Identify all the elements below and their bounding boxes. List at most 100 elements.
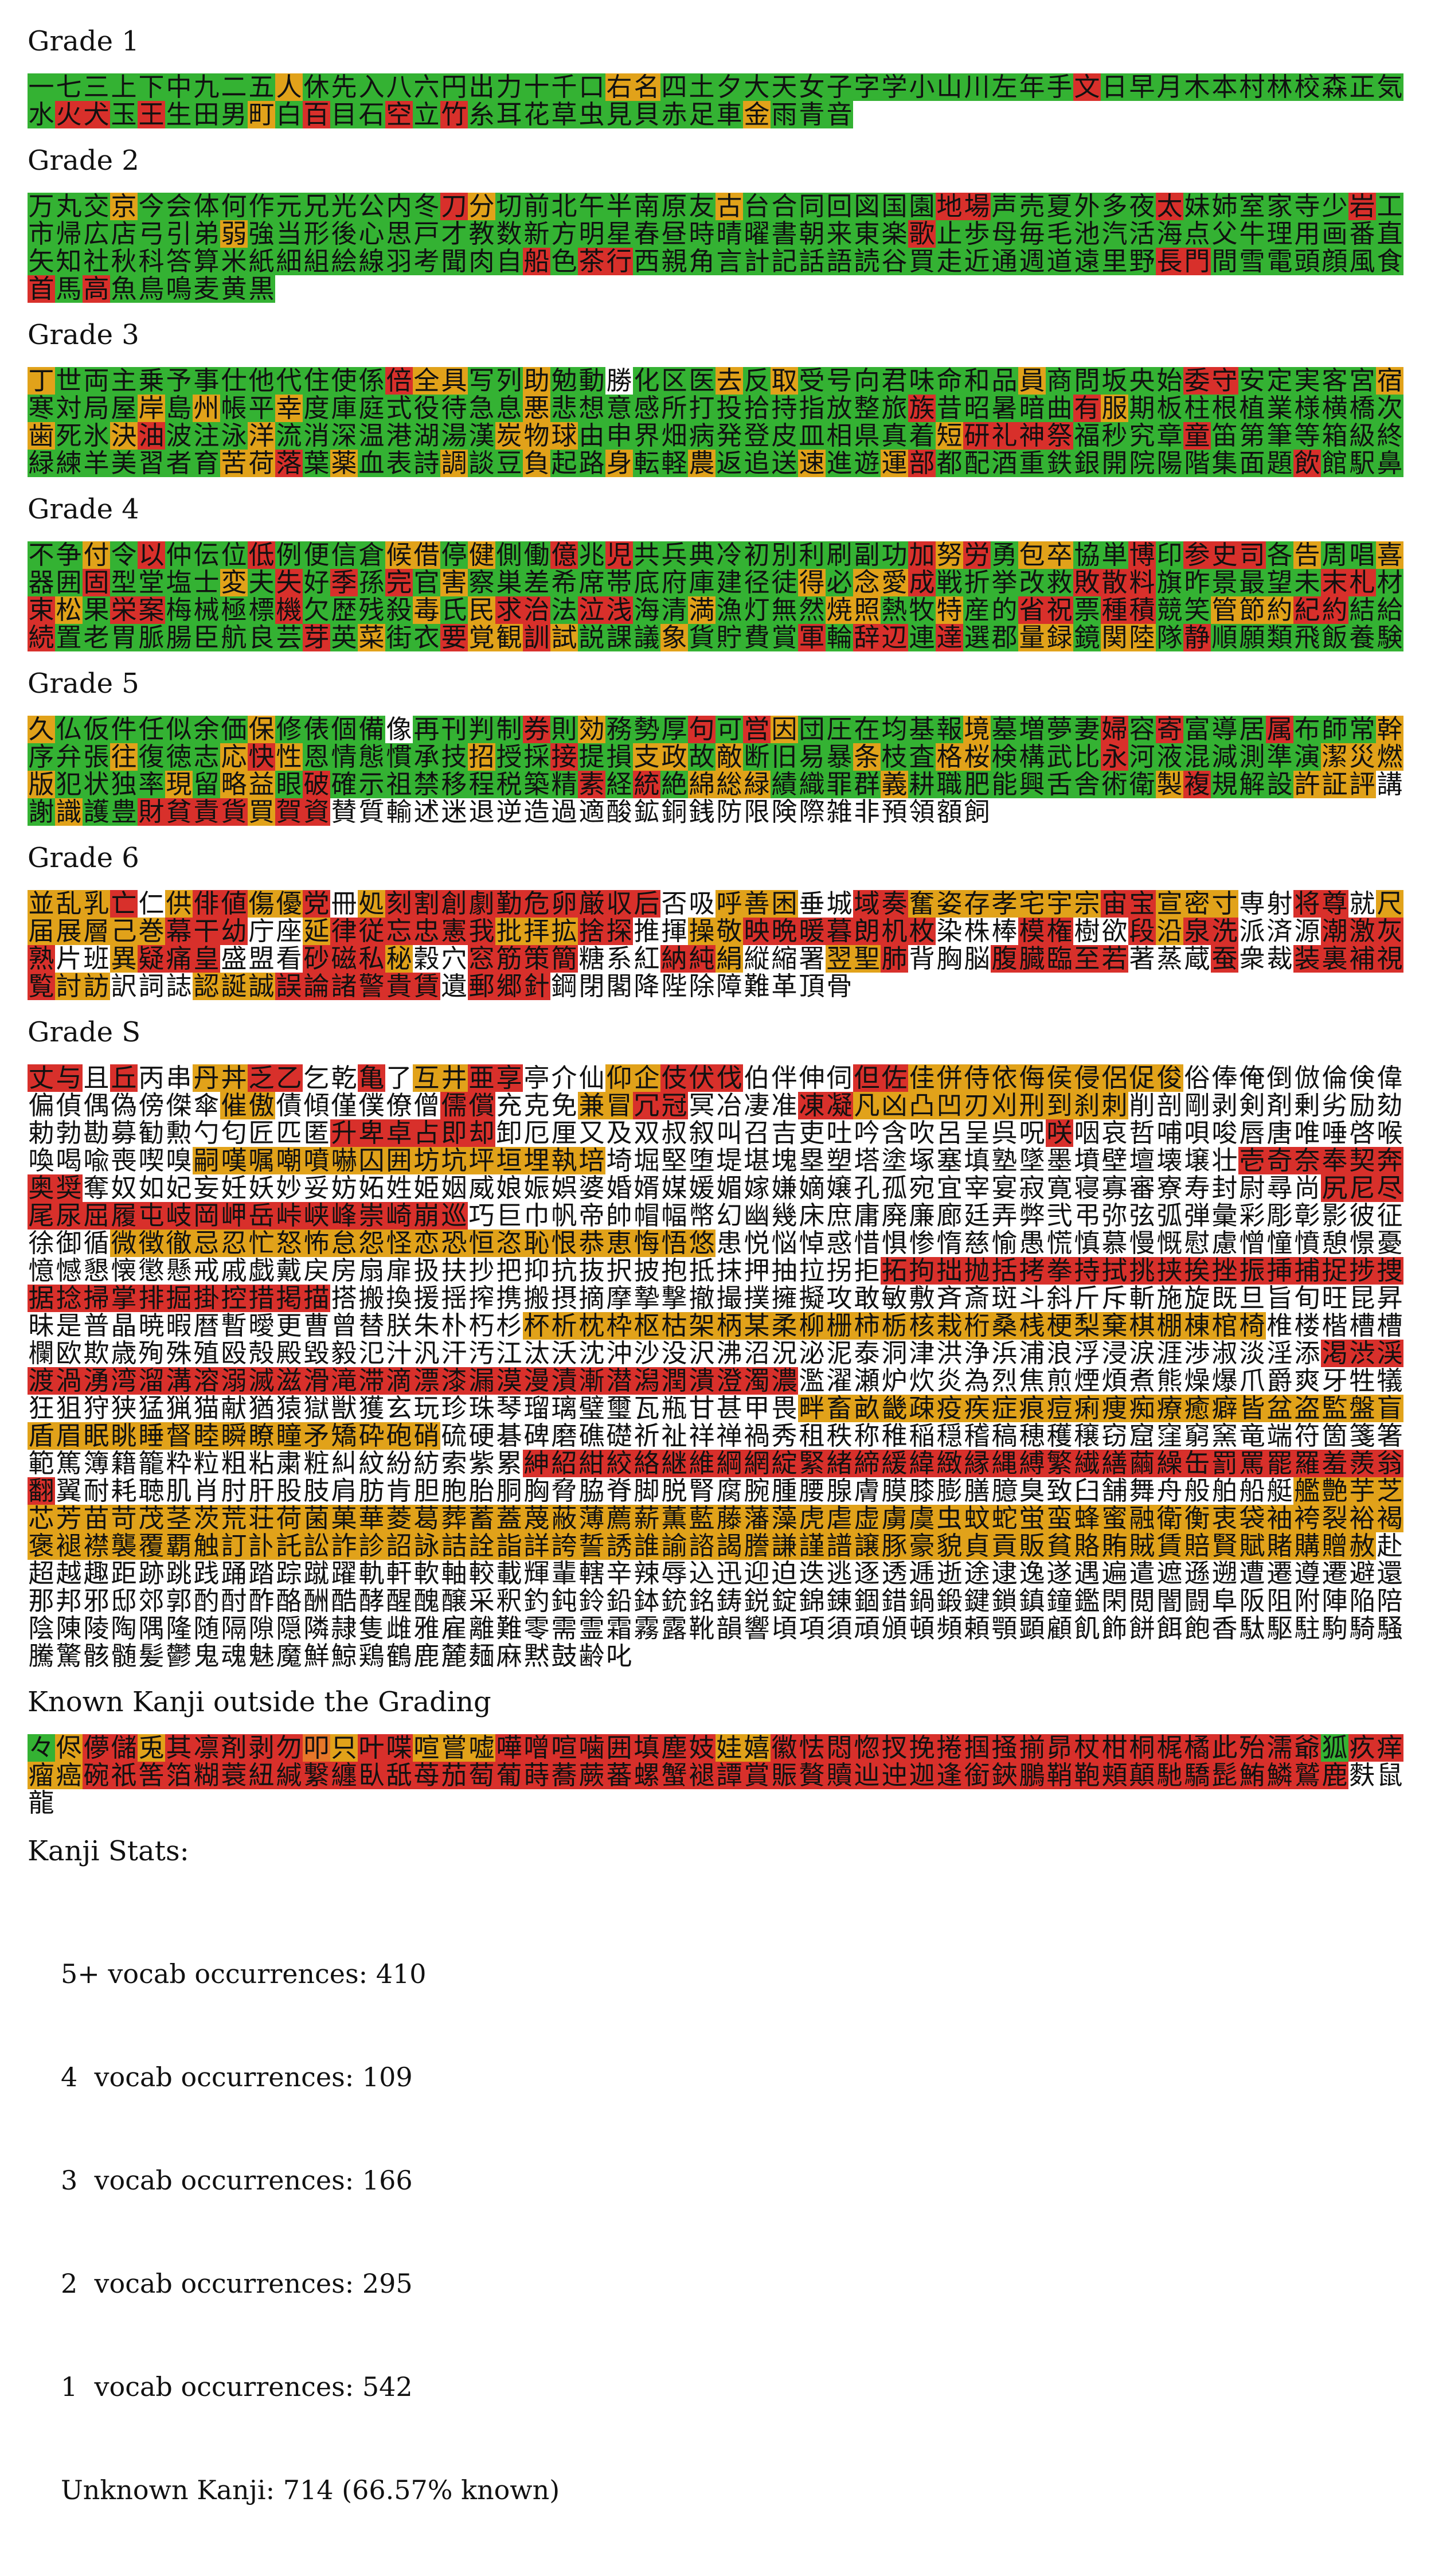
kanji-cell: 網	[743, 1450, 771, 1477]
kanji-cell: 禁	[413, 771, 440, 798]
kanji-cell: 司	[1238, 541, 1266, 569]
kanji-cell: 粘	[248, 1450, 275, 1477]
kanji-cell: 院	[1128, 450, 1156, 477]
kanji-cell: 欧	[56, 1340, 82, 1367]
kanji-cell: 灰	[1376, 918, 1403, 945]
kanji-cell: 元	[275, 193, 303, 220]
kanji-cell: 速	[798, 450, 826, 477]
kanji-cell: 拡	[550, 918, 578, 945]
kanji-cell: 昔	[936, 395, 963, 422]
kanji-cell: 勅	[28, 1119, 54, 1147]
kanji-cell: 戯	[248, 1257, 275, 1285]
kanji-cell: 議	[633, 624, 660, 651]
kanji-cell: 叫	[716, 1119, 742, 1147]
kanji-cell: 泳	[220, 422, 248, 450]
kanji-cell: 相	[826, 422, 853, 450]
kanji-cell: 随	[193, 1615, 220, 1642]
kanji-cell: 胎	[468, 1477, 495, 1505]
kanji-cell: 縦	[744, 945, 770, 973]
kanji-cell: 襲	[110, 1532, 138, 1560]
kanji-cell: 渉	[1184, 1340, 1210, 1367]
kanji-cell: 机	[881, 918, 908, 945]
kanji-cell: 氾	[358, 1340, 385, 1367]
kanji-cell: 嘗	[440, 1734, 468, 1762]
kanji-cell: 載	[496, 1560, 522, 1587]
kanji-cell: 鷲	[1293, 1762, 1321, 1789]
kanji-cell: 巨	[496, 1202, 522, 1230]
kanji-cell: 欄	[28, 1340, 54, 1367]
kanji-cell: 戦	[936, 569, 963, 596]
kanji-cell: 席	[578, 569, 605, 596]
kanji-cell: 辱	[661, 1560, 687, 1587]
kanji-cell: 従	[358, 918, 385, 945]
kanji-cell: 沖	[606, 1340, 632, 1367]
kanji-cell: 馬	[55, 275, 83, 303]
kanji-cell: 値	[220, 890, 248, 918]
kanji-cell: 覚	[468, 624, 495, 651]
kanji-cell: 複	[1183, 771, 1211, 798]
kanji-cell: 悟	[660, 1230, 688, 1257]
kanji-cell: 恣	[495, 1230, 523, 1257]
kanji-cell: 説	[578, 624, 605, 651]
kanji-cell: 捻	[55, 1285, 83, 1312]
kanji-cell: 壊	[1156, 1147, 1183, 1174]
kanji-cell: 婦	[1101, 716, 1128, 743]
kanji-cell: 管	[1211, 596, 1238, 624]
kanji-cell: 題	[1266, 450, 1293, 477]
kanji-cell: 遡	[1211, 1560, 1238, 1587]
kanji-cell: 艇	[1266, 1477, 1293, 1505]
kanji-cell: 猛	[138, 1395, 165, 1422]
kanji-cell: 学	[881, 73, 908, 101]
kanji-cell: 栅	[826, 1312, 853, 1340]
kanji-cell: 梅	[165, 596, 193, 624]
kanji-cell: 井	[440, 1064, 468, 1092]
kanji-cell: 墓	[991, 716, 1018, 743]
section-heading: Grade 6	[28, 842, 139, 874]
kanji-cell: 輩	[551, 1560, 577, 1587]
kanji-cell: 隻	[358, 1615, 385, 1642]
kanji-cell: 迎	[744, 1560, 770, 1587]
kanji-cell: 庁	[248, 918, 275, 945]
kanji-cell: 辛	[606, 1560, 632, 1587]
kanji-cell: 袴	[1293, 1505, 1321, 1532]
kanji-cell: 乗	[138, 367, 165, 395]
kanji-cell: 滑	[303, 1367, 330, 1395]
kanji-cell: 採	[523, 743, 550, 771]
kanji-cell: 属	[1266, 716, 1293, 743]
kanji-cell: 儚	[83, 1734, 110, 1762]
kanji-cell: 脅	[551, 1477, 577, 1505]
kanji-cell: 剖	[1156, 1092, 1183, 1119]
kanji-cell: 幕	[165, 918, 193, 945]
kanji-cell: 悶	[826, 1734, 853, 1762]
kanji-cell: 郡	[991, 624, 1018, 651]
kanji-cell: 掌	[110, 1285, 138, 1312]
kanji-cell: 物	[523, 422, 550, 450]
kanji-cell: 通	[991, 248, 1018, 275]
kanji-cell: 動	[578, 367, 605, 395]
kanji-cell: 漸	[578, 1367, 605, 1395]
kanji-cell: 四	[660, 73, 688, 101]
kanji-cell: 脚	[634, 1477, 660, 1505]
kanji-cell: 奴	[111, 1174, 137, 1202]
kanji-cell: 氏	[440, 596, 468, 624]
kanji-cell: 甘	[689, 1395, 715, 1422]
kanji-cell: 娘	[496, 1174, 522, 1202]
kanji-cell: 込	[689, 1560, 715, 1587]
kanji-cell: 役	[413, 395, 440, 422]
kanji-cell: 諭	[660, 1532, 688, 1560]
kanji-cell: 瘤	[28, 1762, 55, 1789]
kanji-cell: 絞	[605, 1450, 633, 1477]
kanji-cell: 常	[1348, 716, 1376, 743]
kanji-cell: 貞	[963, 1532, 991, 1560]
kanji-cell: 甲	[744, 1395, 770, 1422]
kanji-cell: 陪	[1377, 1587, 1403, 1615]
kanji-cell: 頬	[1101, 1762, 1128, 1789]
kanji-cell: 事	[193, 367, 220, 395]
kanji-cell: 謁	[716, 1532, 743, 1560]
kanji-cell: 枚	[908, 918, 936, 945]
kanji-cell: 邪	[83, 1587, 110, 1615]
kanji-cell: 恒	[468, 1230, 495, 1257]
kanji-cell: 姻	[441, 1174, 467, 1202]
kanji-cell: 衆	[1239, 945, 1265, 973]
kanji-cell: 粋	[166, 1450, 192, 1477]
